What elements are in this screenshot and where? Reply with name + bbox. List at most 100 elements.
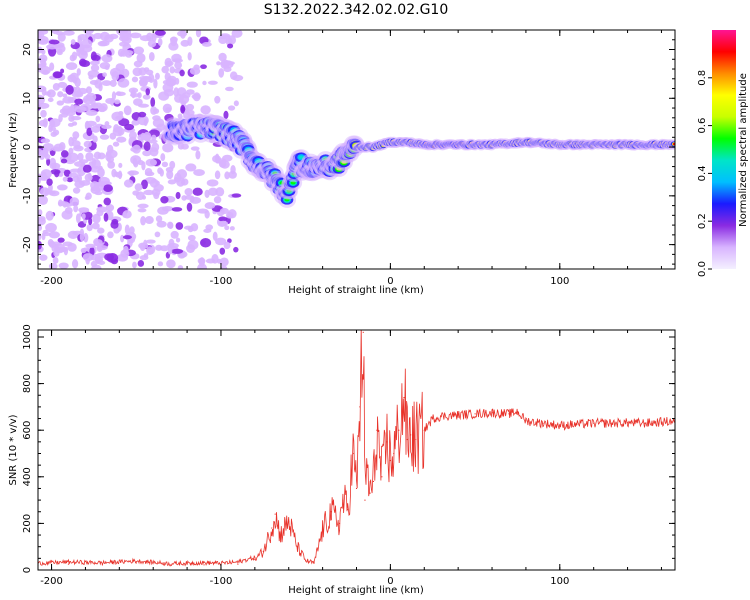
- noise-blob: [41, 49, 46, 55]
- noise-blob: [124, 123, 135, 131]
- snr-point: [362, 331, 364, 333]
- snr-y-label: SNR (10 * v/v): [8, 414, 19, 485]
- noise-blob: [74, 77, 81, 88]
- noise-blob: [42, 69, 50, 75]
- y-tick-label: 800: [22, 374, 33, 393]
- noise-blob: [166, 259, 176, 269]
- noise-blob: [51, 30, 60, 35]
- noise-blob: [49, 62, 55, 71]
- noise-blob: [141, 179, 148, 190]
- noise-blob: [62, 176, 68, 182]
- noise-blob: [148, 147, 158, 152]
- noise-blob: [52, 71, 62, 79]
- noise-blob: [150, 106, 158, 115]
- colorbar: 0.0 0.2 0.4 0.6 0.8 Normalized spectral ampl…: [697, 30, 749, 277]
- noise-blob: [161, 65, 170, 74]
- noise-blob: [120, 249, 130, 258]
- noise-blob: [125, 52, 133, 58]
- noise-blob: [179, 69, 185, 77]
- spectrogram-y-ticks: -20 -10 0 10 20: [22, 29, 675, 265]
- noise-blob: [97, 260, 106, 265]
- snr-point: [369, 492, 371, 494]
- spectrogram-x-ticks: -200 -100 0 100: [40, 30, 662, 287]
- noise-blob: [118, 162, 123, 168]
- noise-blob: [52, 129, 60, 136]
- y-tick-label: 1000: [22, 324, 33, 349]
- noise-blob: [162, 143, 174, 153]
- noise-blob: [106, 144, 114, 154]
- noise-blob: [167, 179, 177, 185]
- noise-blob: [38, 39, 48, 44]
- noise-blob: [88, 74, 94, 80]
- y-tick-label: 600: [22, 421, 33, 440]
- snr-point: [352, 452, 354, 455]
- x-tick-label: -100: [210, 576, 233, 587]
- noise-blob: [139, 35, 152, 42]
- noise-blob: [174, 61, 183, 69]
- colorbar-ticks: 0.0 0.2 0.4 0.6 0.8: [697, 70, 712, 277]
- noise-blob: [67, 242, 77, 252]
- noise-blob: [186, 244, 196, 253]
- noise-blob: [137, 208, 147, 213]
- noise-blob: [76, 68, 81, 76]
- y-tick-label: 0: [22, 144, 33, 150]
- snr-background: [38, 330, 675, 570]
- noise-blob: [148, 129, 160, 138]
- noise-blob: [157, 261, 164, 267]
- noise-blob: [195, 30, 202, 38]
- noise-blob: [62, 93, 68, 98]
- noise-blob: [69, 168, 82, 173]
- noise-blob: [60, 158, 68, 164]
- noise-blob: [129, 131, 137, 140]
- noise-blob: [151, 134, 157, 141]
- noise-blob: [193, 169, 205, 177]
- noise-blob: [219, 33, 231, 39]
- noise-blob: [97, 152, 106, 160]
- noise-blob: [73, 161, 86, 167]
- snr-point: [262, 550, 264, 552]
- noise-blob: [78, 50, 88, 60]
- noise-blob: [111, 168, 117, 178]
- noise-blob: [153, 184, 164, 192]
- noise-blob: [224, 171, 230, 180]
- noise-blob: [52, 83, 60, 91]
- noise-blob: [207, 187, 218, 196]
- noise-blob: [72, 187, 81, 194]
- noise-blob: [134, 183, 143, 192]
- noise-blob: [139, 255, 149, 261]
- noise-blob: [195, 150, 201, 160]
- noise-blob: [207, 80, 218, 85]
- noise-blob: [123, 105, 132, 116]
- noise-blob: [168, 41, 179, 51]
- noise-blob: [96, 206, 108, 213]
- noise-blob: [57, 81, 68, 89]
- noise-blob: [85, 243, 96, 248]
- noise-blob: [62, 30, 75, 36]
- snr-point: [271, 527, 273, 529]
- noise-blob: [84, 120, 90, 130]
- noise-blob: [102, 72, 107, 77]
- noise-blob: [70, 39, 76, 45]
- noise-blob: [221, 265, 228, 269]
- noise-blob: [155, 72, 160, 80]
- noise-blob: [115, 91, 122, 96]
- noise-blob: [56, 100, 65, 106]
- snr-point: [610, 422, 612, 424]
- noise-blob: [175, 191, 181, 200]
- noise-blob: [118, 118, 130, 127]
- noise-blob: [218, 220, 229, 227]
- colorbar-label: Normalized spectral amplitude: [738, 73, 749, 227]
- noise-blob: [231, 193, 242, 198]
- noise-blob: [93, 239, 103, 247]
- noise-blob: [169, 36, 178, 43]
- noise-blob: [132, 190, 140, 196]
- noise-blob: [74, 98, 84, 105]
- noise-blob: [46, 44, 59, 50]
- noise-blob: [145, 239, 156, 244]
- noise-blob: [138, 242, 149, 250]
- snr-point: [288, 520, 290, 522]
- noise-blob: [180, 178, 189, 186]
- noise-blob: [227, 105, 236, 111]
- y-tick-label: 200: [22, 514, 33, 533]
- noise-blob: [46, 157, 51, 166]
